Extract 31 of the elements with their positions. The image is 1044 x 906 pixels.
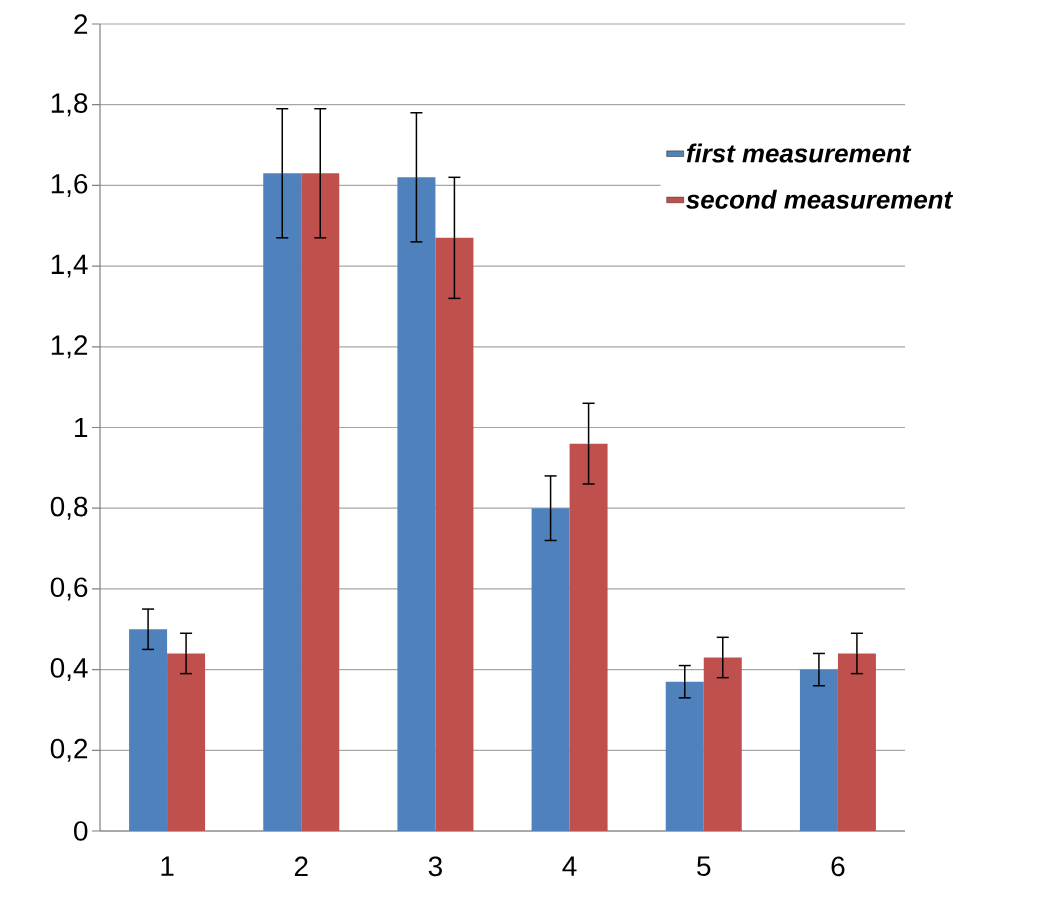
bar: [301, 173, 340, 831]
y-tick-label: 0,8: [50, 496, 88, 520]
y-tick-label: 1,8: [51, 93, 88, 117]
y-tick-label: 0,6: [50, 577, 88, 601]
bar: [531, 508, 570, 831]
legend-label: first measurement: [686, 143, 912, 163]
x-tick-label: 6: [831, 856, 845, 877]
bar: [665, 681, 704, 831]
y-tick-label: 0,2: [50, 738, 88, 762]
bar: [435, 237, 474, 831]
y-tick-label: 2: [74, 14, 88, 34]
bar: [263, 173, 302, 831]
x-tick-label: 4: [562, 856, 577, 876]
bar: [129, 629, 168, 831]
x-tick-label: 1: [161, 856, 174, 876]
bar: [167, 653, 206, 831]
y-tick-label: 0: [74, 821, 88, 841]
bar: [799, 669, 838, 831]
x-tick-label: 2: [294, 856, 308, 876]
y-tick-label: 1,6: [51, 173, 88, 197]
bar: [569, 443, 608, 831]
y-tick-label: 1,4: [51, 254, 88, 278]
legend-label: second measurement: [686, 189, 954, 209]
x-tick-label: 3: [428, 856, 442, 877]
y-tick-label: 0,4: [50, 658, 88, 682]
bar: [837, 653, 876, 831]
bar: [397, 177, 436, 831]
y-tick-label: 1,2: [51, 335, 88, 359]
bar: [703, 657, 742, 831]
y-tick-label: 1: [75, 417, 88, 438]
x-tick-label: 5: [697, 856, 711, 876]
